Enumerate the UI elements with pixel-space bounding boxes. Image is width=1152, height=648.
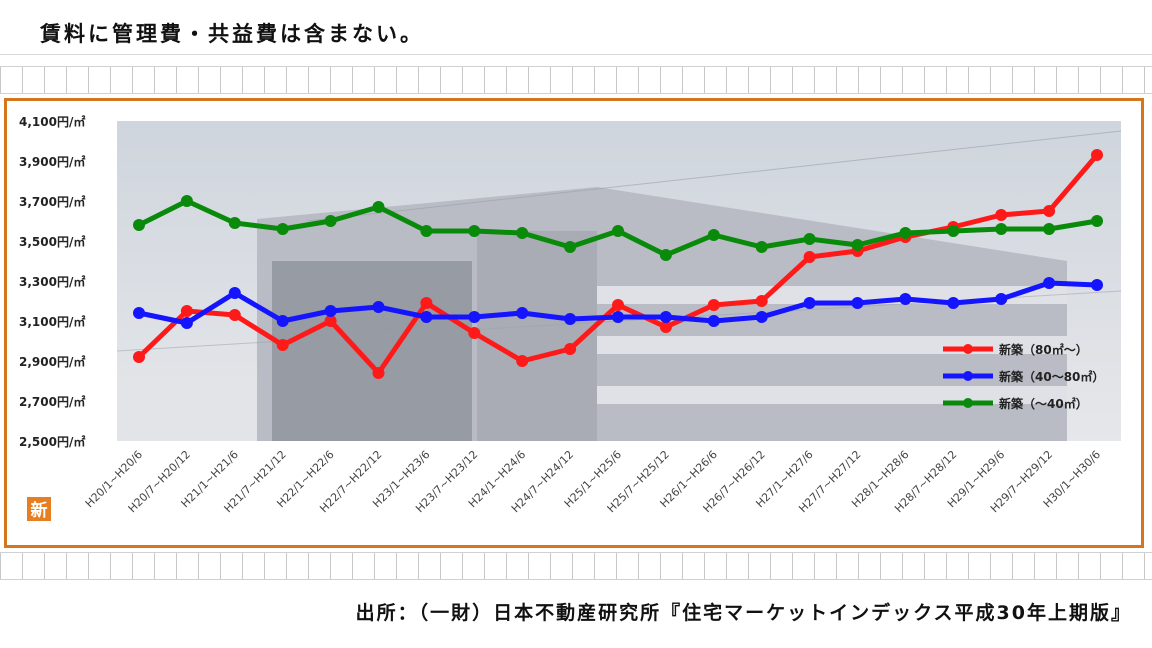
new-badge: 新: [27, 497, 51, 521]
legend-marker: [963, 398, 973, 408]
badge-label: 新: [31, 500, 48, 521]
data-point: [228, 217, 241, 229]
data-point: [755, 241, 768, 253]
y-tick-label: 2,900円/㎡: [19, 354, 85, 369]
data-point: [516, 307, 529, 319]
data-point: [755, 311, 768, 323]
data-point: [420, 225, 433, 237]
y-tick-label: 3,100円/㎡: [19, 314, 85, 329]
data-point: [324, 315, 337, 327]
y-tick-label: 3,500円/㎡: [19, 234, 85, 249]
data-point: [276, 315, 289, 327]
data-point: [707, 315, 720, 327]
data-point: [803, 251, 816, 263]
legend-label: 新築（40～80㎡）: [999, 369, 1104, 384]
data-point: [612, 225, 624, 237]
data-point: [707, 229, 720, 241]
data-point: [899, 227, 912, 239]
data-point: [468, 225, 481, 237]
data-point: [516, 227, 529, 239]
data-point: [180, 317, 193, 329]
data-point: [468, 327, 481, 339]
line-chart: 2,500円/㎡ 2,700円/㎡ 2,900円/㎡ 3,100円/㎡ 3,300円/㎡…: [19, 114, 1122, 521]
data-point: [324, 215, 337, 227]
data-point: [1043, 205, 1056, 217]
data-point: [659, 321, 672, 333]
data-point: [372, 201, 385, 213]
data-point: [1043, 277, 1056, 289]
data-point: [899, 293, 912, 305]
data-point: [372, 367, 385, 379]
data-point: [180, 195, 193, 207]
data-point: [755, 295, 768, 307]
data-point: [995, 293, 1008, 305]
legend-marker: [963, 344, 973, 354]
data-point: [1091, 215, 1103, 227]
data-point: [803, 297, 816, 309]
data-point: [133, 351, 145, 363]
y-tick-label: 3,300円/㎡: [19, 274, 85, 289]
data-point: [180, 305, 193, 317]
data-point: [564, 343, 577, 355]
data-point: [420, 311, 433, 323]
data-point: [228, 287, 241, 299]
data-point: [1091, 279, 1103, 291]
chart-frame: 2,500円/㎡ 2,700円/㎡ 2,900円/㎡ 3,100円/㎡ 3,300円/㎡…: [4, 98, 1144, 548]
legend-marker: [963, 371, 973, 381]
y-tick-label: 2,500円/㎡: [19, 434, 85, 449]
data-point: [803, 233, 816, 245]
grid-band-bottom: [0, 552, 1152, 580]
legend-label: 新築（80㎡～）: [999, 342, 1088, 357]
y-tick-label: 3,900円/㎡: [19, 154, 85, 169]
page-heading: 賃料に管理費・共益費は含まない。: [40, 22, 424, 46]
y-tick-label: 3,700円/㎡: [19, 194, 85, 209]
data-point: [564, 241, 577, 253]
data-point: [851, 239, 864, 251]
data-point: [468, 311, 481, 323]
data-point: [995, 223, 1008, 235]
data-point: [851, 297, 864, 309]
data-point: [133, 307, 145, 319]
data-point: [612, 299, 624, 311]
data-point: [707, 299, 720, 311]
data-point: [1091, 149, 1103, 161]
data-point: [947, 297, 960, 309]
data-point: [324, 305, 337, 317]
legend-label: 新築（～40㎡）: [999, 396, 1088, 411]
divider: [0, 54, 1152, 55]
data-point: [659, 249, 672, 261]
data-point: [276, 223, 289, 235]
source-note: 出所：（一財）日本不動産研究所『住宅マーケットインデックス平成30年上期版』: [355, 602, 1132, 624]
data-point: [276, 339, 289, 351]
data-point: [612, 311, 624, 323]
data-point: [133, 219, 145, 231]
data-point: [1043, 223, 1056, 235]
y-tick-label: 4,100円/㎡: [19, 114, 85, 129]
data-point: [228, 309, 241, 321]
y-tick-label: 2,700円/㎡: [19, 394, 85, 409]
data-point: [372, 301, 385, 313]
data-point: [564, 313, 577, 325]
data-point: [995, 209, 1008, 221]
data-point: [659, 311, 672, 323]
data-point: [420, 297, 433, 309]
grid-band-top: [0, 66, 1152, 94]
background-photo: [116, 121, 1122, 441]
data-point: [947, 225, 960, 237]
data-point: [516, 355, 529, 367]
